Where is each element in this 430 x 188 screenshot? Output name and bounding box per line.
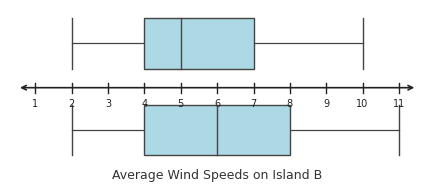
Text: 2: 2 bbox=[69, 99, 75, 109]
Bar bbox=[144, 105, 290, 155]
Text: 1: 1 bbox=[32, 99, 38, 109]
Text: 3: 3 bbox=[105, 99, 111, 109]
Text: 7: 7 bbox=[250, 99, 257, 109]
Text: 11: 11 bbox=[393, 99, 405, 109]
Text: 6: 6 bbox=[214, 99, 220, 109]
Text: Average Wind Speeds on Island B: Average Wind Speeds on Island B bbox=[112, 169, 322, 182]
Text: 4: 4 bbox=[141, 99, 147, 109]
Text: 10: 10 bbox=[356, 99, 369, 109]
Text: 5: 5 bbox=[178, 99, 184, 109]
Bar bbox=[144, 18, 254, 69]
Text: 8: 8 bbox=[287, 99, 293, 109]
Text: 9: 9 bbox=[323, 99, 329, 109]
